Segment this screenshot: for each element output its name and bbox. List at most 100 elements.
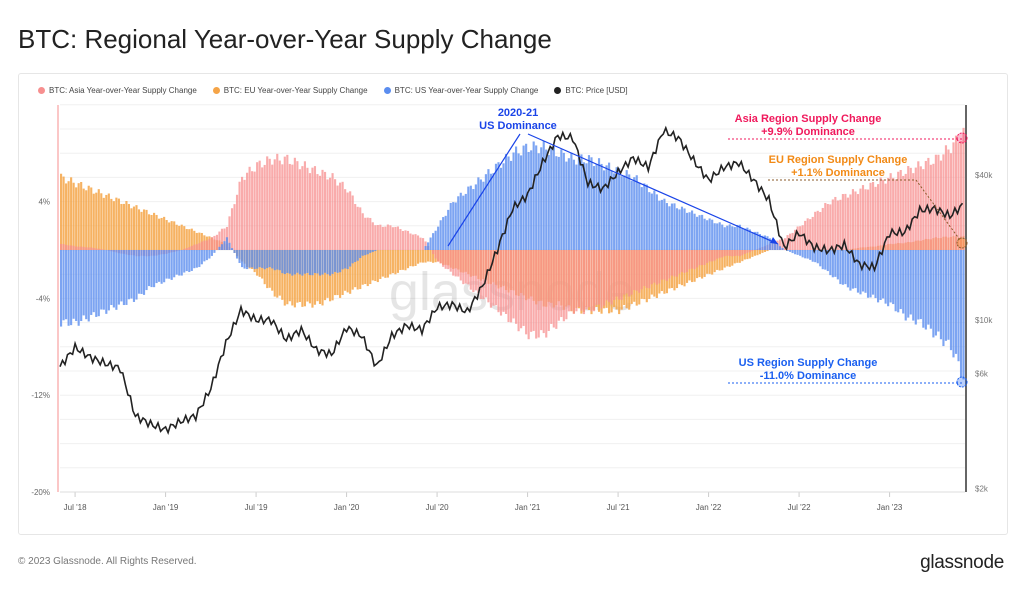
bar-us — [726, 225, 729, 250]
bar-asia — [494, 250, 498, 306]
bar-us — [562, 152, 565, 250]
bar-us — [308, 250, 312, 276]
bar-asia — [376, 225, 379, 250]
bar-asia — [572, 250, 575, 314]
bar-eu — [183, 226, 186, 250]
bar-asia — [655, 250, 658, 285]
bar-asia — [836, 200, 839, 250]
bar-us — [271, 250, 274, 269]
bar-us — [203, 250, 206, 262]
bar-us — [266, 250, 269, 269]
bar-us — [213, 250, 216, 253]
bar-eu — [102, 197, 105, 250]
bar-asia — [502, 250, 505, 312]
bar-asia — [311, 167, 314, 250]
bar-eu — [339, 250, 342, 298]
bar-eu — [323, 250, 327, 301]
bar-us — [70, 250, 73, 326]
bar-us — [95, 250, 98, 317]
bar-asia — [849, 194, 852, 250]
bar-eu — [266, 250, 269, 289]
bar-us — [344, 250, 347, 269]
bar-us — [668, 206, 671, 250]
bar-asia — [479, 250, 482, 299]
bar-asia — [462, 250, 465, 285]
bar-us — [449, 202, 452, 250]
bar-us — [650, 193, 653, 250]
bar-eu — [155, 214, 158, 250]
bar-asia — [334, 179, 337, 250]
legend-item-eu[interactable]: BTC: EU Year-over-Year Supply Change — [212, 86, 368, 95]
bar-asia — [547, 250, 550, 331]
bar-asia — [515, 250, 518, 324]
bar-eu — [318, 250, 322, 304]
bar-us — [256, 250, 259, 269]
bar-eu — [268, 250, 271, 288]
bar-us — [736, 224, 739, 250]
bar-eu — [301, 250, 304, 307]
bar-eu — [75, 187, 78, 250]
bar-eu — [120, 203, 123, 250]
bar-us — [934, 250, 937, 336]
bar-asia — [630, 250, 633, 295]
legend-item-us[interactable]: BTC: US Year-over-Year Supply Change — [383, 86, 538, 95]
bar-asia — [600, 250, 603, 309]
bar-asia — [396, 226, 399, 250]
bar-us — [65, 250, 68, 320]
bar-eu — [313, 250, 317, 305]
bar-eu — [718, 250, 721, 271]
bar-eu — [80, 182, 83, 250]
bar-asia — [542, 250, 545, 334]
bar-us — [954, 250, 958, 354]
bar-eu — [195, 232, 198, 250]
bar-us — [60, 250, 63, 327]
bar-us — [721, 224, 724, 250]
bar-us — [293, 250, 296, 275]
bar-eu — [409, 250, 412, 267]
y-left-tick-label: 4% — [38, 198, 50, 207]
bar-asia — [585, 250, 588, 310]
bar-us — [62, 250, 65, 321]
bar-asia — [721, 250, 724, 258]
bar-asia — [939, 160, 942, 250]
bar-asia — [477, 250, 480, 293]
bar-us — [572, 159, 575, 250]
bar-us — [914, 250, 917, 325]
bar-eu — [308, 250, 312, 304]
bar-eu — [316, 250, 319, 302]
bar-asia — [879, 177, 882, 250]
bar-eu — [142, 209, 146, 250]
bar-asia — [927, 157, 930, 250]
bar-eu — [741, 250, 744, 262]
bar-asia — [85, 247, 88, 250]
bar-eu — [117, 198, 120, 250]
bar-us — [170, 250, 173, 280]
bar-eu — [62, 176, 65, 250]
legend-item-asia[interactable]: BTC: Asia Year-over-Year Supply Change — [38, 86, 197, 95]
bar-us — [623, 175, 626, 250]
legend-label: BTC: EU Year-over-Year Supply Change — [223, 86, 368, 95]
bar-us — [354, 250, 357, 262]
bar-us — [530, 150, 533, 250]
bar-us — [690, 210, 694, 250]
bar-us — [756, 231, 759, 250]
bar-asia — [701, 250, 704, 266]
bar-us — [321, 250, 324, 275]
bar-us — [924, 250, 927, 330]
bar-us — [937, 250, 940, 332]
bar-eu — [180, 224, 183, 250]
bar-asia — [650, 250, 653, 285]
us-marker — [956, 376, 968, 388]
bar-us — [608, 162, 611, 250]
bar-asia — [625, 250, 628, 294]
legend-dot — [38, 87, 45, 94]
arrow-head-icon — [770, 237, 778, 244]
bar-us — [258, 250, 261, 268]
legend-item-price[interactable]: BTC: Price [USD] — [554, 86, 628, 95]
bar-us — [369, 250, 372, 253]
bar-asia — [590, 250, 593, 312]
bar-us — [195, 250, 198, 268]
bar-asia — [527, 250, 530, 340]
bar-asia — [741, 250, 744, 256]
bar-asia — [416, 235, 420, 250]
